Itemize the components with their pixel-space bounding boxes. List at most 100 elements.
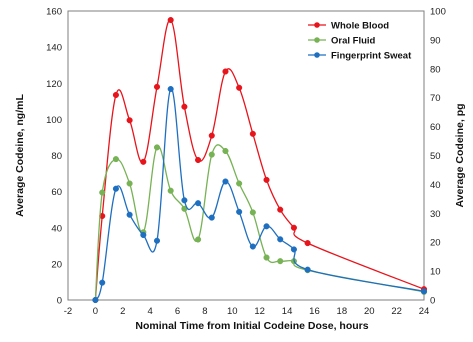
right-y-tick-label: 10	[430, 267, 441, 278]
axes	[67, 10, 425, 301]
right-y-tick-label: 20	[430, 238, 441, 249]
right-y-tick-label: 80	[430, 64, 441, 75]
series-line-oral-fluid	[94, 144, 425, 301]
data-point-oral-fluid	[153, 144, 161, 151]
legend-swatch-marker	[314, 22, 320, 28]
legend-item-whole-blood: Whole Blood	[308, 21, 389, 32]
series-group	[92, 16, 428, 304]
data-point-whole-blood	[249, 130, 256, 137]
data-point-whole-blood	[167, 16, 174, 24]
x-tick-label: 8	[202, 306, 207, 317]
data-point-fingerprint-sweat	[153, 237, 161, 244]
series-line-fingerprint-sweat	[94, 88, 425, 301]
data-point-whole-blood	[290, 224, 297, 231]
data-point-whole-blood	[222, 68, 229, 75]
left-y-tick-label: 0	[57, 296, 62, 307]
data-point-whole-blood	[126, 117, 133, 124]
x-tick-label: 0	[93, 306, 98, 317]
x-tick-label: 16	[309, 306, 320, 317]
legend-item-fingerprint-sweat: Fingerprint Sweat	[308, 51, 412, 62]
left-y-tick-label: 120	[46, 79, 62, 90]
data-point-whole-blood	[140, 158, 147, 165]
data-point-oral-fluid	[167, 187, 174, 194]
right-y-tick-label: 40	[430, 180, 441, 191]
right-y-tick-label: 0	[430, 296, 435, 307]
data-point-fingerprint-sweat	[249, 243, 256, 250]
right-y-tick-label: 30	[430, 209, 441, 220]
series-fingerprint-sweat	[92, 85, 428, 304]
data-point-whole-blood	[112, 91, 119, 99]
data-point-whole-blood	[277, 206, 284, 213]
data-point-oral-fluid	[195, 236, 202, 243]
data-point-oral-fluid	[249, 209, 256, 216]
legend-label: Whole Blood	[331, 21, 389, 32]
data-point-whole-blood	[304, 240, 311, 247]
x-tick-label: 18	[337, 306, 348, 317]
x-axis-title: Nominal Time from Initial Codeine Dose, …	[135, 320, 368, 332]
data-point-oral-fluid	[126, 180, 133, 187]
data-point-whole-blood	[236, 84, 243, 91]
right-y-tick-label: 70	[430, 93, 441, 104]
data-point-oral-fluid	[277, 258, 284, 265]
right-y-axis-title: Average Codeine, pg	[454, 103, 466, 207]
legend-label: Fingerprint Sweat	[331, 51, 412, 62]
right-y-tick-labels: 0 10 20 30 40 50 60 70 80 90 100	[430, 7, 446, 307]
left-y-tick-label: 100	[46, 115, 62, 126]
data-point-fingerprint-sweat	[112, 185, 119, 192]
data-point-whole-blood	[195, 156, 202, 164]
data-point-fingerprint-sweat	[236, 208, 243, 215]
data-point-fingerprint-sweat	[263, 223, 270, 230]
data-point-fingerprint-sweat	[181, 197, 188, 204]
x-tick-label: 14	[282, 306, 293, 317]
data-point-whole-blood	[153, 83, 161, 90]
left-y-tick-label: 60	[51, 187, 62, 198]
plot-area-border	[67, 10, 425, 301]
x-tick-label: 6	[175, 306, 180, 317]
left-y-axis-title: Average Codeine, ng/mL	[14, 94, 26, 217]
data-point-fingerprint-sweat	[92, 296, 99, 304]
legend-item-oral-fluid: Oral Fluid	[308, 36, 376, 47]
right-y-tick-label: 100	[430, 7, 446, 18]
data-point-fingerprint-sweat	[222, 178, 229, 185]
right-y-tick-label: 90	[430, 35, 441, 46]
data-point-oral-fluid	[263, 254, 270, 261]
data-point-whole-blood	[263, 176, 270, 183]
data-point-fingerprint-sweat	[195, 200, 202, 207]
right-y-tick-label: 50	[430, 151, 441, 162]
data-point-oral-fluid	[222, 147, 229, 155]
data-point-fingerprint-sweat	[420, 288, 428, 295]
x-tick-label: 24	[419, 306, 430, 317]
data-point-fingerprint-sweat	[167, 85, 174, 93]
legend-label: Oral Fluid	[331, 36, 376, 47]
x-tick-label: 22	[391, 306, 402, 317]
left-y-tick-label: 160	[46, 7, 62, 18]
data-point-whole-blood	[208, 132, 215, 139]
left-y-tick-label: 40	[51, 223, 62, 234]
data-point-fingerprint-sweat	[208, 214, 215, 221]
series-oral-fluid	[92, 144, 428, 304]
x-tick-label: 12	[254, 306, 265, 317]
data-point-oral-fluid	[99, 189, 106, 196]
legend-swatch-marker	[314, 37, 320, 43]
data-point-oral-fluid	[112, 156, 119, 163]
data-point-oral-fluid	[208, 151, 215, 158]
data-point-fingerprint-sweat	[277, 236, 284, 243]
left-y-tick-labels: 0 20 40 60 80 100 120 140 160	[46, 7, 62, 307]
left-y-tick-label: 20	[51, 259, 62, 270]
series-whole-blood	[92, 16, 428, 304]
data-point-oral-fluid	[236, 180, 243, 187]
legend-swatch-marker	[314, 52, 320, 58]
x-tick-label: 10	[227, 306, 238, 317]
x-tick-label: 2	[120, 306, 125, 317]
data-point-whole-blood	[181, 103, 188, 110]
legend: Whole Blood Oral Fluid Fingerprint Sweat	[308, 21, 412, 62]
right-y-tick-label: 60	[430, 122, 441, 133]
data-point-fingerprint-sweat	[126, 211, 133, 218]
data-point-fingerprint-sweat	[304, 266, 311, 273]
left-y-tick-label: 140	[46, 43, 62, 54]
x-tick-label: 20	[364, 306, 375, 317]
x-tick-label: 4	[148, 306, 153, 317]
x-tick-label: -2	[64, 306, 72, 317]
